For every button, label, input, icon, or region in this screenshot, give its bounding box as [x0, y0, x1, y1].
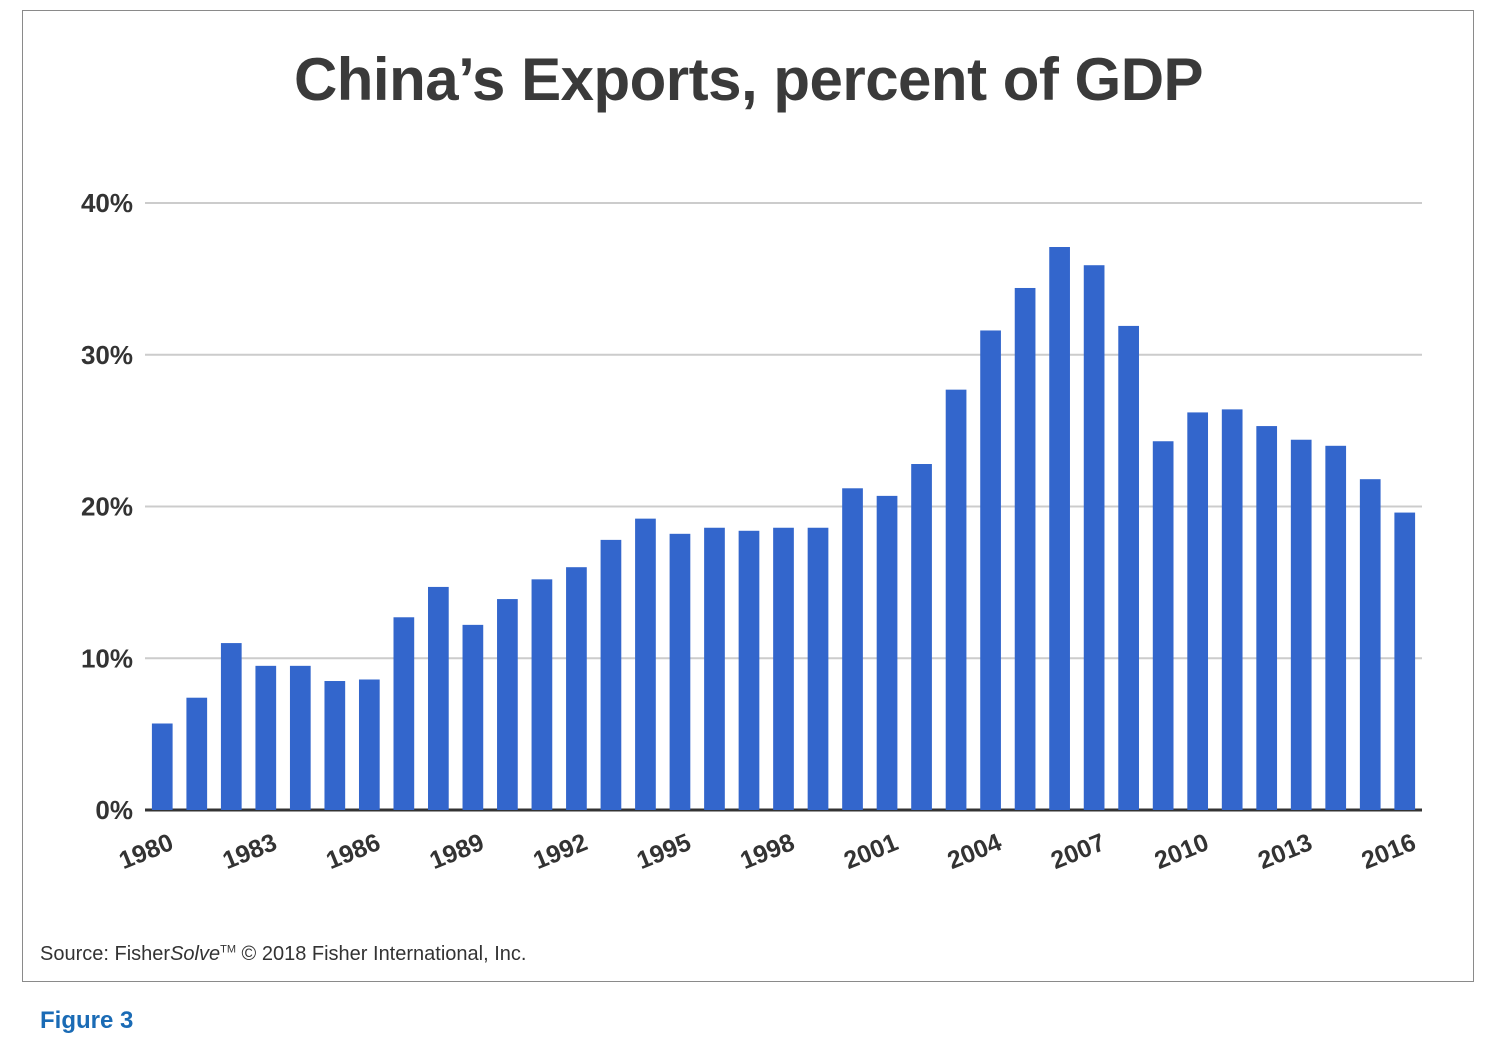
chart-title: China’s Exports, percent of GDP [293, 46, 1204, 113]
x-tick-label: 1995 [633, 828, 695, 875]
y-tick-label: 30% [81, 340, 133, 370]
bar [220, 643, 242, 810]
y-tick-label: 10% [81, 643, 133, 673]
x-tick-label: 2016 [1358, 828, 1420, 875]
bar [1256, 426, 1278, 810]
bar [773, 527, 794, 810]
bars [151, 247, 1416, 811]
bar [1394, 512, 1416, 810]
bar [738, 530, 760, 810]
bar [1290, 439, 1312, 810]
y-tick-label: 40% [81, 188, 133, 218]
bar [324, 681, 346, 810]
bar [842, 488, 863, 810]
bar [393, 617, 415, 810]
y-axis-tick-labels: 0% 10% 20% 30% 40% [81, 188, 133, 825]
source-note: Source: FisherSolveTM © 2018 Fisher Inte… [40, 943, 526, 966]
bar [289, 665, 311, 810]
x-tick-label: 2010 [1151, 828, 1213, 875]
bar [945, 389, 967, 810]
x-tick-label: 1986 [322, 828, 384, 875]
bar [566, 567, 587, 810]
x-axis-tick-labels: 1980 1983 1986 1989 1992 1995 1998 2001 2004 2007… [115, 828, 1420, 875]
bar [255, 665, 277, 810]
x-tick-label: 2007 [1047, 828, 1109, 875]
bar [980, 330, 1001, 810]
bar [1118, 325, 1139, 810]
bar [358, 679, 380, 810]
bar [1152, 441, 1174, 810]
figure-label: Figure 3 [40, 1007, 134, 1034]
bar [1083, 265, 1105, 810]
bar [807, 527, 829, 810]
bar [704, 527, 725, 810]
bar [497, 599, 518, 810]
bar [1359, 479, 1381, 810]
trademark-mark: TM [220, 943, 236, 956]
x-tick-label: 1992 [529, 828, 591, 875]
bar [1325, 445, 1347, 810]
source-brand: Solve [170, 943, 221, 965]
y-tick-label: 20% [81, 492, 133, 522]
y-tick-label: 0% [95, 795, 133, 825]
bar [1049, 247, 1070, 810]
x-tick-label: 1989 [426, 828, 488, 875]
bar [151, 723, 173, 810]
bar [669, 533, 691, 810]
bar [531, 579, 553, 810]
bar [1221, 409, 1243, 810]
x-tick-label: 1980 [115, 828, 177, 875]
source-prefix: Source: Fisher [40, 943, 171, 965]
bar [428, 586, 449, 810]
bar [635, 518, 656, 810]
bar [911, 464, 932, 810]
x-tick-label: 2004 [944, 828, 1006, 875]
bar [1014, 287, 1036, 811]
x-tick-label: 2013 [1254, 828, 1316, 875]
x-tick-label: 2001 [840, 828, 902, 875]
source-suffix: © 2018 Fisher International, Inc. [235, 943, 527, 965]
x-tick-label: 1998 [736, 828, 798, 875]
bar [876, 495, 898, 810]
bar [1187, 412, 1209, 810]
bar [600, 539, 622, 810]
bar [462, 624, 484, 810]
x-tick-label: 1983 [219, 828, 281, 875]
bar [186, 697, 208, 810]
